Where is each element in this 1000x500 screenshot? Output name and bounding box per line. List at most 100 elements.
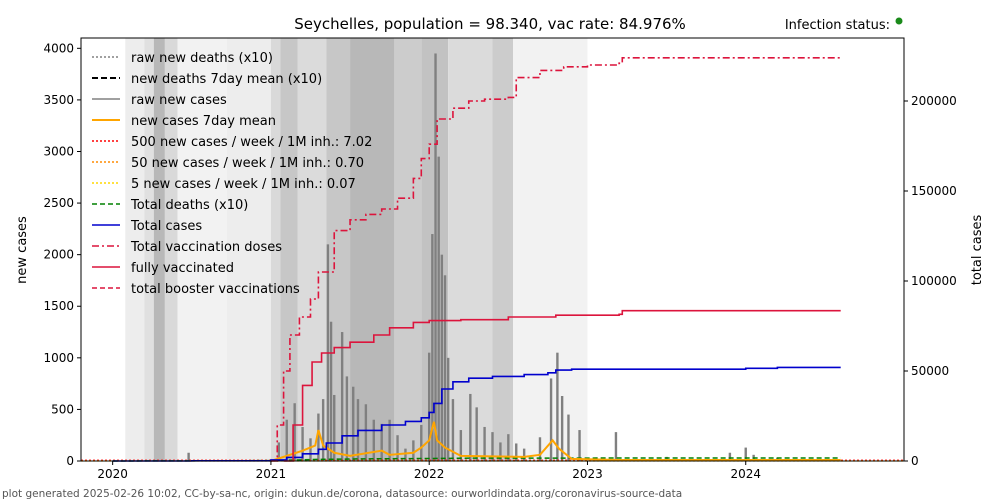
raw-new-cases-bar-48 xyxy=(728,452,732,461)
raw-new-cases-bar-36 xyxy=(499,442,502,461)
raw-new-cases-bar-3 xyxy=(293,403,296,461)
plot-frame xyxy=(80,37,905,462)
y-right-tick-label-1: 50000 xyxy=(911,364,949,378)
legend-label-10: fully vaccinated xyxy=(131,261,234,276)
raw-new-cases-bar-22 xyxy=(420,424,423,461)
status-band-7 xyxy=(280,38,298,461)
raw-new-cases-bar-1 xyxy=(277,442,281,461)
legend-label-9: Total vaccination doses xyxy=(130,240,282,255)
raw-new-cases-bar-40 xyxy=(538,437,542,461)
y-left-tick-label-5: 2500 xyxy=(43,196,74,210)
raw-new-cases-bar-37 xyxy=(507,434,510,461)
raw-new-cases-bar-11 xyxy=(340,332,344,461)
raw-new-cases-bar-12 xyxy=(345,376,349,461)
raw-new-cases-bar-18 xyxy=(388,419,391,461)
axes: 2020 2021 2022 2023 2024 0 500 1000 1500 2000 2500… xyxy=(43,37,957,481)
y-right-tick-label-0: 0 xyxy=(911,454,919,468)
raw-new-cases-bar-0 xyxy=(187,452,190,461)
raw-new-cases-bar-17 xyxy=(380,423,383,461)
raw-new-cases-bar-13 xyxy=(352,386,355,461)
status-band-5 xyxy=(226,38,271,461)
new-cases-7day-mean-line xyxy=(270,421,841,462)
raw-new-cases-bar-19 xyxy=(396,435,399,461)
raw-new-cases-bar-9 xyxy=(329,321,333,461)
raw-new-cases-bar-41 xyxy=(549,378,553,461)
footer-note: plot generated 2025-02-26 10:02, CC-by-s… xyxy=(2,488,682,500)
status-band-4 xyxy=(177,38,227,461)
legend-label-7: Total deaths (x10) xyxy=(130,198,248,213)
y-axis-label-right: total cases xyxy=(970,215,985,286)
raw-new-cases-bar-29 xyxy=(446,357,450,461)
raw-new-cases-bar-25 xyxy=(434,53,437,461)
y-left-tick-label-4: 2000 xyxy=(43,248,74,262)
raw-new-cases-bar-10 xyxy=(333,394,336,461)
status-band-11 xyxy=(394,38,422,461)
raw-new-cases-bar-34 xyxy=(483,426,486,461)
raw-new-cases-bars xyxy=(187,53,779,461)
fully-vaccinated-line xyxy=(283,309,841,462)
raw-new-cases-bar-38 xyxy=(515,443,518,461)
raw-new-cases-bar-42 xyxy=(556,352,559,461)
y-left-tick-label-0: 0 xyxy=(66,454,74,468)
y-right-tick-label-3: 150000 xyxy=(911,184,957,198)
x-tick-label-1: 2021 xyxy=(256,467,287,481)
total-deaths-line xyxy=(112,457,841,462)
raw-new-cases-bar-28 xyxy=(443,275,447,461)
status-band-6 xyxy=(270,38,281,461)
raw-new-cases-bar-24 xyxy=(431,234,434,461)
y-right-tick-label-2: 100000 xyxy=(911,274,957,288)
y-left-tick-label-8: 4000 xyxy=(43,41,74,55)
x-tick-label-2: 2022 xyxy=(414,467,445,481)
legend-label-1: new deaths 7day mean (x10) xyxy=(131,72,322,87)
legend-label-0: raw new deaths (x10) xyxy=(131,51,273,66)
total-vaccination-doses-line xyxy=(270,57,841,462)
legend-label-11: total booster vaccinations xyxy=(131,282,300,297)
status-band-0 xyxy=(125,38,145,461)
y-left-tick-label-3: 1500 xyxy=(43,299,74,313)
raw-new-cases-bar-6 xyxy=(317,413,320,461)
raw-new-cases-bar-39 xyxy=(522,448,526,461)
raw-new-cases-bar-46 xyxy=(614,432,618,461)
raw-new-cases-bar-45 xyxy=(578,430,581,461)
y-right-tick-label-4: 200000 xyxy=(911,94,957,108)
raw-new-cases-bar-33 xyxy=(475,407,478,461)
x-tick-label-0: 2020 xyxy=(97,467,128,481)
legend-label-2: raw new cases xyxy=(131,93,227,108)
infection-status-label: Infection status: xyxy=(785,18,890,33)
raw-new-cases-bar-7 xyxy=(321,399,325,461)
y-left-tick-label-7: 3500 xyxy=(43,93,74,107)
x-tick-label-3: 2023 xyxy=(572,467,603,481)
raw-new-cases-bar-20 xyxy=(404,448,407,461)
raw-new-cases-bar-21 xyxy=(412,440,415,461)
x-tick-label-4: 2024 xyxy=(730,467,761,481)
status-band-13 xyxy=(448,38,493,461)
raw-new-cases-bar-44 xyxy=(567,414,570,461)
raw-new-cases-bar-32 xyxy=(469,393,472,461)
raw-new-cases-bar-35 xyxy=(491,432,494,461)
legend-label-6: 5 new cases / week / 1M inh.: 0.07 xyxy=(131,177,356,192)
legend-label-5: 50 new cases / week / 1M inh.: 0.70 xyxy=(131,156,364,171)
y-left-tick-label-2: 1000 xyxy=(43,351,74,365)
legend-label-4: 500 new cases / week / 1M inh.: 7.02 xyxy=(131,135,372,150)
raw-new-cases-bar-27 xyxy=(440,254,444,461)
raw-new-cases-bar-26 xyxy=(437,156,440,461)
raw-new-cases-bar-49 xyxy=(744,447,747,461)
y-left-tick-label-1: 500 xyxy=(51,402,74,416)
raw-new-cases-bar-15 xyxy=(364,404,368,461)
y-left-tick-label-6: 3000 xyxy=(43,144,74,158)
status-band-2 xyxy=(153,38,165,461)
legend-label-8: Total cases xyxy=(130,219,202,234)
raw-new-cases-bar-4 xyxy=(301,426,304,461)
legend: raw new deaths (x10) new deaths 7day mean… xyxy=(92,51,372,297)
legend-label-3: new cases 7day mean xyxy=(131,114,276,129)
raw-new-cases-bar-2 xyxy=(285,419,288,461)
raw-new-cases-bar-43 xyxy=(560,396,564,461)
raw-new-cases-bar-31 xyxy=(459,430,463,461)
chart-title: Seychelles, population = 98.340, vac rat… xyxy=(294,15,686,33)
status-band-1 xyxy=(144,38,154,461)
raw-new-cases-bar-23 xyxy=(427,352,431,461)
y-axis-label-left: new cases xyxy=(15,216,30,284)
raw-new-cases-bar-5 xyxy=(309,438,312,461)
infection-status-dot xyxy=(895,17,903,25)
